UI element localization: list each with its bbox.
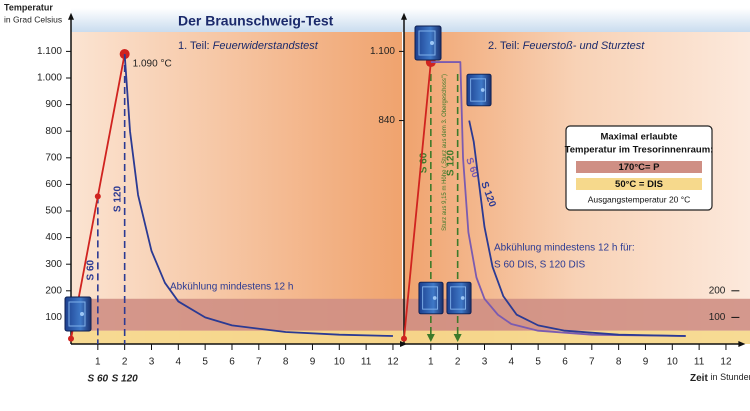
- subtitle-text: Feuerwiderstandstest: [213, 40, 319, 52]
- x-tick-label: 5: [535, 357, 541, 368]
- y-tick-label: 700: [45, 152, 62, 163]
- x-tick-label: 11: [361, 357, 372, 368]
- legend-label: 50°C = DIS: [615, 179, 663, 190]
- x-axis-label-sub: in Stunden: [711, 372, 750, 382]
- legend-note: Ausgangstemperatur 20 °C: [588, 194, 691, 204]
- x-tick-label: 8: [616, 357, 622, 368]
- x-axis-arrow: [738, 341, 746, 347]
- series-line: [430, 61, 686, 337]
- marker-label: S 120: [445, 150, 456, 177]
- marker-arrow: [453, 334, 462, 342]
- data-point: [401, 335, 407, 342]
- legend-title: Temperatur im Tresorinnenraum:: [565, 145, 714, 156]
- y-tick-label: 100: [45, 312, 62, 323]
- marker-label: S 60: [85, 259, 96, 280]
- data-point: [68, 335, 74, 342]
- x-tick-label: 7: [589, 357, 595, 368]
- subtitle: 2. Teil: Feuerstoß- und Sturztest: [488, 40, 645, 52]
- y-tick-label: 500: [45, 206, 62, 217]
- x-tick-label: 12: [720, 357, 732, 368]
- x-tick-label: 9: [310, 357, 316, 368]
- y-axis-sublabel: in Grad Celsius: [4, 14, 62, 24]
- chart-title: Der Braunschweig-Test: [178, 13, 334, 29]
- series-line: [403, 61, 432, 339]
- x-tick-label: 5: [202, 357, 208, 368]
- x-tick-label: 1: [428, 357, 434, 368]
- legend: Maximal erlaubte Temperatur im Tresorinne…: [565, 125, 714, 211]
- series-line: [468, 120, 686, 337]
- y-tick-label: 800: [45, 126, 62, 137]
- annotation: Abkühlung mindestens 12 h für:: [494, 243, 635, 254]
- marker-label: S 120: [112, 186, 123, 213]
- x-axis-label: Zeit in Stunden: [690, 372, 750, 383]
- subtitle-prefix: 1. Teil:: [178, 40, 210, 52]
- y2-tick-label: 200: [709, 285, 726, 296]
- x-tick-label: 2: [122, 357, 128, 368]
- x-tick-label: 1: [95, 357, 101, 368]
- value-label: 1.090 °C: [133, 59, 172, 70]
- x-tick-label: 6: [562, 357, 568, 368]
- marker-axis-label: S 60: [88, 374, 109, 385]
- y-tick-label: 900: [45, 99, 62, 110]
- limit-band: [71, 330, 750, 344]
- drop-note: Sturz aus 9,15 m Höhe („Sturz aus dem 3.…: [442, 74, 448, 231]
- x-tick-label: 6: [229, 357, 235, 368]
- x-tick-label: 3: [149, 357, 155, 368]
- limit-band: [71, 298, 750, 331]
- series-line: [123, 53, 393, 337]
- x-tick-label: 7: [256, 357, 262, 368]
- x-tick-label: 8: [283, 357, 289, 368]
- marker-arrow: [426, 334, 435, 342]
- subtitle: 1. Teil: Feuerwiderstandstest: [178, 40, 319, 52]
- y2-tick-label: 100: [709, 312, 726, 323]
- subtitle-text: Feuerstoß- und Sturztest: [523, 40, 646, 52]
- legend-title: Maximal erlaubte: [600, 132, 677, 143]
- subtitle-prefix: 2. Teil:: [488, 40, 520, 52]
- x-tick-label: 2: [455, 357, 461, 368]
- legend-label: 170°C= P: [618, 162, 660, 173]
- annotation: Abkühlung mindestens 12 h: [170, 282, 293, 293]
- legend-swatch: [576, 178, 702, 190]
- x-tick-label: 4: [176, 357, 182, 368]
- x-tick-label: 10: [334, 357, 346, 368]
- y-tick-label: 400: [45, 232, 62, 243]
- y-tick-label: 200: [45, 285, 62, 296]
- x-tick-label: 9: [643, 357, 649, 368]
- x-tick-label: 11: [694, 357, 705, 368]
- y-tick-label: 1.100: [37, 46, 62, 57]
- y-tick-label: 300: [45, 259, 62, 270]
- annotation: S 60 DIS, S 120 DIS: [494, 260, 585, 271]
- marker-axis-label: S 120: [112, 374, 139, 385]
- y-axis-arrow: [68, 12, 74, 20]
- y-axis-arrow: [401, 12, 407, 20]
- data-point: [94, 193, 101, 200]
- legend-swatch: [576, 161, 702, 173]
- x-tick-label: 3: [482, 357, 488, 368]
- x-tick-label: 10: [667, 357, 679, 368]
- y-tick-label: 600: [45, 179, 62, 190]
- y-tick-label: 840: [378, 115, 395, 126]
- y-axis-label: Temperatur: [4, 2, 53, 12]
- x-tick-label: 12: [387, 357, 399, 368]
- y-tick-label: 1.000: [37, 73, 62, 84]
- y-tick-label: 1.100: [370, 46, 395, 57]
- x-tick-label: 4: [509, 357, 515, 368]
- x-axis-label-main: Zeit: [690, 373, 708, 384]
- marker-label: S 60: [418, 152, 429, 173]
